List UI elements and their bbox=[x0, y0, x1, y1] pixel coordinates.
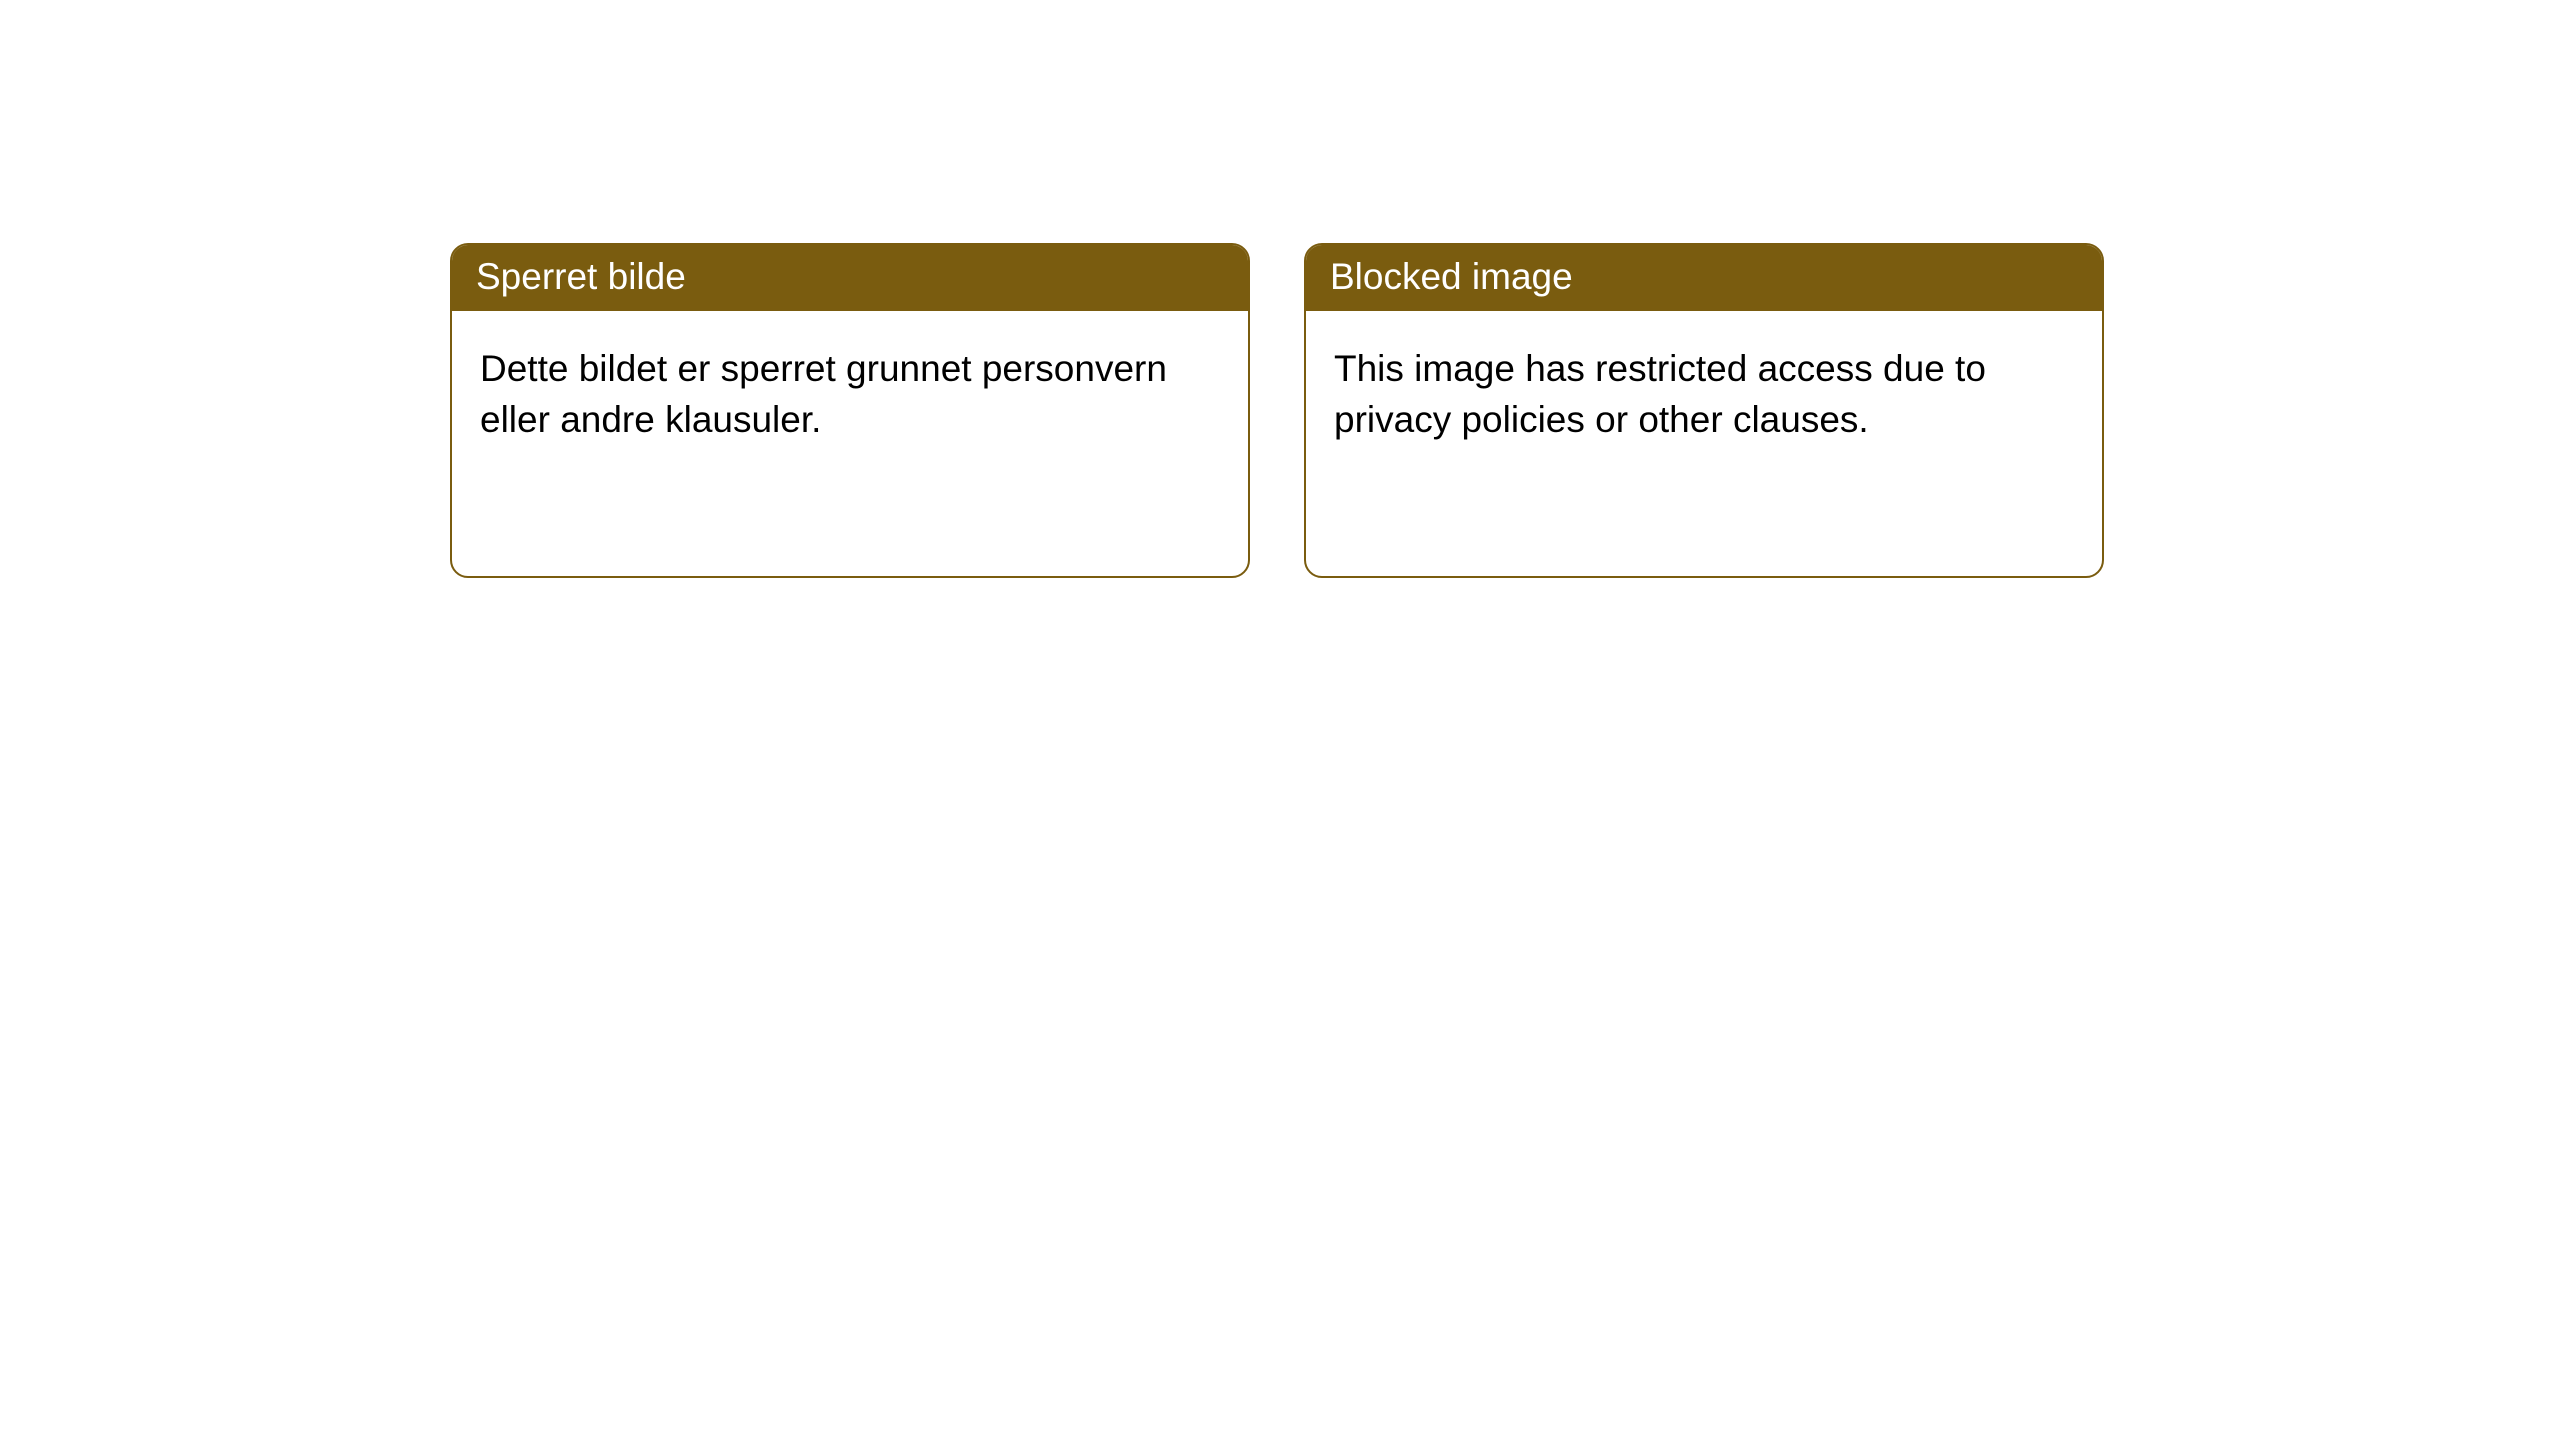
notice-container: Sperret bilde Dette bildet er sperret gr… bbox=[0, 0, 2560, 578]
notice-header: Sperret bilde bbox=[452, 245, 1248, 311]
notice-header: Blocked image bbox=[1306, 245, 2102, 311]
notice-card-norwegian: Sperret bilde Dette bildet er sperret gr… bbox=[450, 243, 1250, 578]
notice-body: This image has restricted access due to … bbox=[1306, 311, 2102, 477]
notice-body: Dette bildet er sperret grunnet personve… bbox=[452, 311, 1248, 477]
notice-card-english: Blocked image This image has restricted … bbox=[1304, 243, 2104, 578]
